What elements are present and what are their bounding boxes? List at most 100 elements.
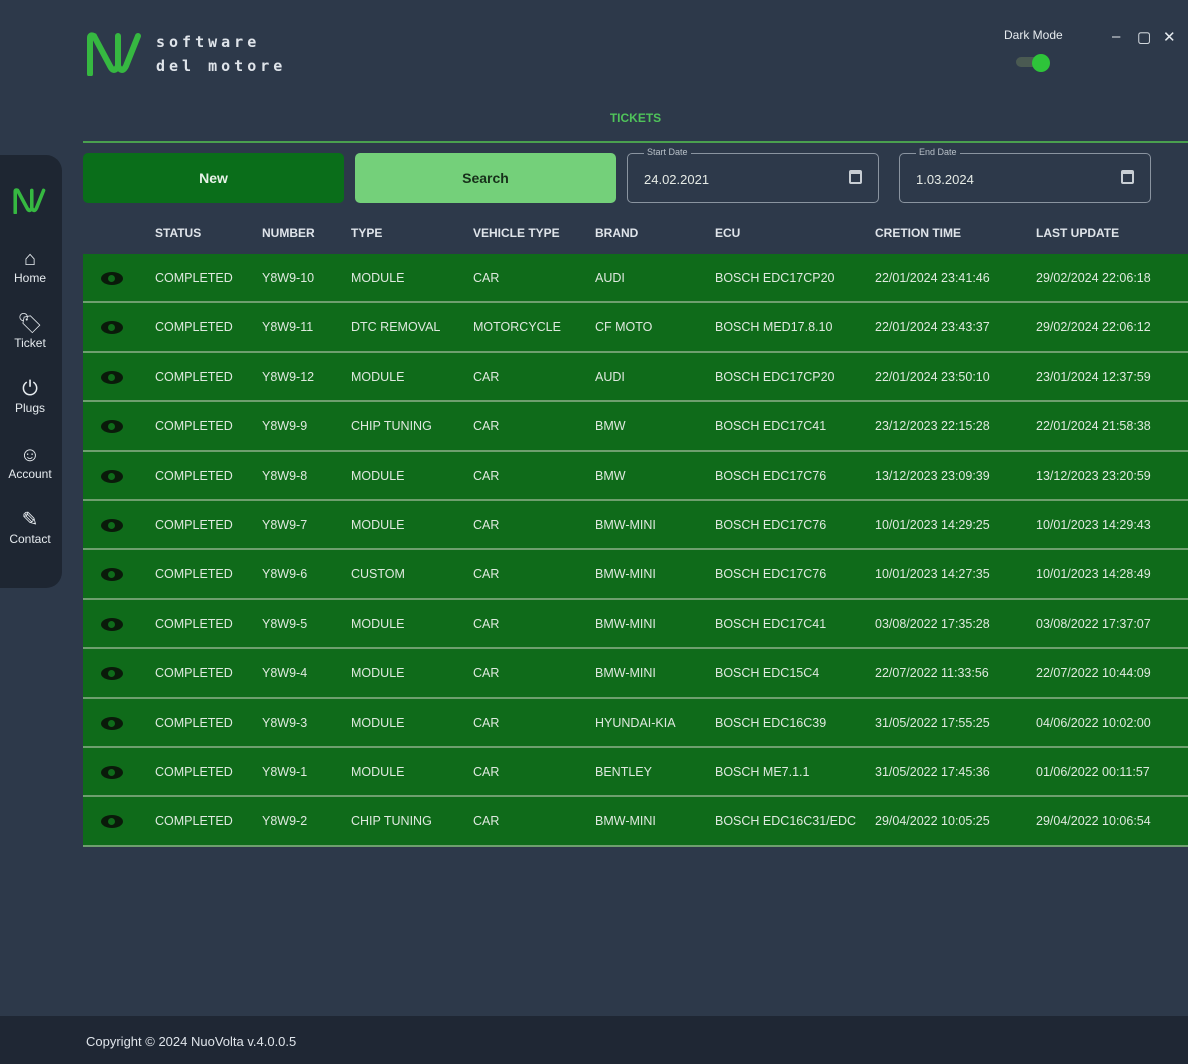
dark-mode-toggle[interactable] — [1016, 54, 1052, 72]
eye-icon[interactable] — [101, 272, 123, 285]
cell-vehicle-type: CAR — [473, 715, 500, 730]
tag-icon: 🏷 — [17, 313, 43, 335]
cell-last-update: 22/01/2024 21:58:38 — [1036, 419, 1151, 434]
maximize-button[interactable]: ▢ — [1137, 29, 1152, 46]
table-row[interactable]: COMPLETED Y8W9-10 MODULE CAR AUDI BOSCH EDC17… — [83, 254, 1188, 304]
end-date-field[interactable]: End Date 1.03.2024 — [899, 147, 1151, 203]
column-header-type[interactable]: TYPE — [351, 226, 383, 240]
cell-vehicle-type: CAR — [473, 616, 500, 631]
cell-type: CHIP TUNING — [351, 419, 432, 434]
cell-last-update: 04/06/2022 10:02:00 — [1036, 715, 1151, 730]
minimize-button[interactable]: – — [1112, 28, 1121, 45]
column-header-brand[interactable]: BRAND — [595, 226, 639, 240]
eye-icon[interactable] — [101, 815, 123, 829]
cell-status: COMPLETED — [155, 369, 233, 384]
column-header-ecu[interactable]: ECU — [715, 226, 741, 240]
page-title: TICKETS — [609, 111, 662, 125]
sidebar-item-contact[interactable]: ✎ Contact — [0, 508, 60, 546]
cell-brand: BMW — [595, 419, 626, 434]
close-button[interactable]: ✕ — [1163, 29, 1176, 46]
sidebar: ⌂ Home 🏷 Ticket ⏻ Plugs ☺ Account ✎ Contact — [0, 155, 62, 588]
cell-ecu: BOSCH EDC17C76 — [715, 567, 827, 582]
logo-line-1: software — [156, 33, 261, 51]
eye-icon[interactable] — [101, 617, 123, 631]
cell-number: Y8W9-4 — [262, 666, 308, 681]
end-date-value[interactable]: 1.03.2024 — [916, 172, 974, 187]
table-row[interactable]: COMPLETED Y8W9-5 MODULE CAR BMW-MINI BOSCH ED… — [83, 599, 1188, 650]
dark-mode-label: Dark Mode — [1004, 28, 1063, 42]
column-header-number[interactable]: NUMBER — [262, 226, 315, 240]
nw-logo-icon — [87, 32, 141, 76]
cell-vehicle-type: CAR — [473, 814, 500, 829]
cell-status: COMPLETED — [155, 616, 233, 631]
eye-icon[interactable] — [101, 469, 123, 483]
cell-type: CHIP TUNING — [351, 814, 432, 829]
table-row[interactable]: COMPLETED Y8W9-2 CHIP TUNING CAR BMW-MINI BOS… — [83, 797, 1188, 847]
cell-vehicle-type: CAR — [473, 764, 500, 779]
start-date-field[interactable]: Start Date 24.02.2021 — [627, 147, 879, 203]
cell-ecu: BOSCH EDC17C76 — [715, 517, 827, 532]
cell-vehicle-type: CAR — [473, 666, 500, 681]
cell-vehicle-type: CAR — [473, 468, 500, 483]
cell-creation-time: 22/07/2022 11:33:56 — [875, 666, 989, 681]
eye-icon[interactable] — [101, 765, 123, 779]
nw-logo-icon — [13, 188, 46, 214]
home-icon: ⌂ — [23, 248, 37, 270]
table-row[interactable]: COMPLETED Y8W9-7 MODULE CAR BMW-MINI BOSCH ED… — [83, 500, 1188, 551]
table-row[interactable]: COMPLETED Y8W9-6 CUSTOM CAR BMW-MINI BOSCH ED… — [83, 550, 1188, 600]
table-row[interactable]: COMPLETED Y8W9-8 MODULE CAR BMW BOSCH EDC17C7… — [83, 451, 1188, 501]
cell-number: Y8W9-10 — [262, 271, 315, 285]
cell-ecu: BOSCH EDC17C41 — [715, 616, 827, 631]
cell-brand: BMW — [595, 468, 626, 483]
eye-icon[interactable] — [101, 518, 123, 532]
calendar-icon[interactable] — [1121, 170, 1134, 184]
cell-creation-time: 10/01/2023 14:29:25 — [875, 517, 990, 532]
eye-icon[interactable] — [101, 716, 123, 730]
cell-number: Y8W9-2 — [262, 814, 308, 829]
column-header-creation-time[interactable]: CRETION TIME — [875, 226, 961, 240]
cell-type: MODULE — [351, 666, 405, 681]
eye-icon[interactable] — [101, 370, 123, 384]
cell-status: COMPLETED — [155, 320, 233, 335]
table-row[interactable]: COMPLETED Y8W9-12 MODULE CAR AUDI BOSCH EDC17… — [83, 352, 1188, 403]
calendar-icon[interactable] — [849, 170, 862, 184]
start-date-label: Start Date — [644, 147, 691, 157]
cell-brand: AUDI — [595, 271, 625, 285]
cell-type: DTC REMOVAL — [351, 320, 441, 335]
search-button[interactable]: Search — [355, 153, 616, 203]
column-header-last-update[interactable]: LAST UPDATE — [1036, 226, 1120, 240]
column-header-status[interactable]: STATUS — [155, 226, 202, 240]
sidebar-item-plugs[interactable]: ⏻ Plugs — [0, 377, 60, 415]
cell-vehicle-type: CAR — [473, 369, 500, 384]
start-date-value[interactable]: 24.02.2021 — [644, 172, 710, 187]
cell-creation-time: 31/05/2022 17:55:25 — [875, 715, 990, 730]
cell-ecu: BOSCH EDC16C39 — [715, 715, 827, 730]
cell-vehicle-type: MOTORCYCLE — [473, 320, 561, 335]
eye-icon[interactable] — [101, 568, 123, 582]
eye-icon[interactable] — [101, 321, 123, 335]
eye-icon[interactable] — [101, 420, 123, 434]
sidebar-item-account[interactable]: ☺ Account — [0, 443, 60, 481]
column-header-vehicle-type[interactable]: VEHICLE TYPE — [473, 226, 560, 240]
cell-vehicle-type: CAR — [473, 567, 500, 582]
cell-last-update: 29/02/2024 22:06:12 — [1036, 320, 1151, 335]
cell-status: COMPLETED — [155, 715, 233, 730]
table-row[interactable]: COMPLETED Y8W9-3 MODULE CAR HYUNDAI-KIA BOSCH… — [83, 698, 1188, 748]
cell-brand: BMW-MINI — [595, 517, 656, 532]
cell-ecu: BOSCH EDC16C31/EDC — [715, 814, 857, 829]
sidebar-item-ticket[interactable]: 🏷 Ticket — [0, 312, 60, 350]
table-row[interactable]: COMPLETED Y8W9-9 CHIP TUNING CAR BMW BOSCH ED… — [83, 402, 1188, 452]
new-button[interactable]: New — [83, 153, 344, 203]
table-row[interactable]: COMPLETED Y8W9-11 DTC REMOVAL MOTORCYCLE CF … — [83, 303, 1188, 353]
table-header: STATUS NUMBER TYPE VEHICLE TYPE BRAND ECU CRET… — [83, 210, 1188, 254]
table-row[interactable]: COMPLETED Y8W9-4 MODULE CAR BMW-MINI BOSCH ED… — [83, 649, 1188, 699]
eye-icon[interactable] — [101, 667, 123, 681]
sidebar-item-home[interactable]: ⌂ Home — [0, 247, 60, 285]
cell-type: MODULE — [351, 271, 405, 285]
cell-brand: BENTLEY — [595, 764, 652, 779]
table-row[interactable]: COMPLETED Y8W9-1 MODULE CAR BENTLEY BOSCH ME7… — [83, 747, 1188, 798]
cell-creation-time: 10/01/2023 14:27:35 — [875, 567, 990, 582]
cell-creation-time: 31/05/2022 17:45:36 — [875, 764, 990, 779]
sidebar-item-label: Plugs — [14, 401, 46, 415]
user-icon: ☺ — [19, 444, 41, 466]
